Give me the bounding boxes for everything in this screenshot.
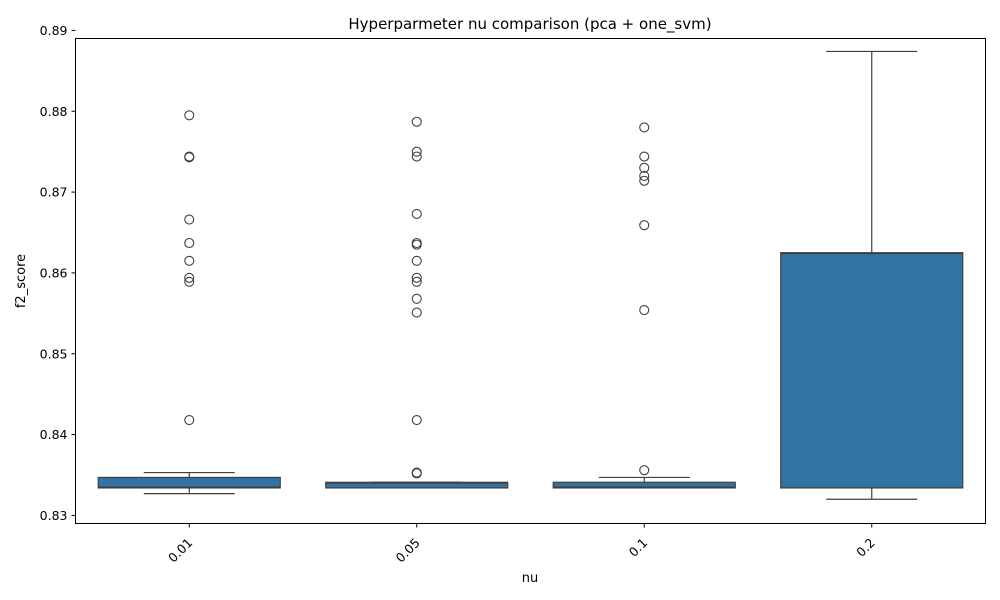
box-group [552, 122, 736, 489]
outlier-point [184, 152, 195, 163]
outlier-point [639, 465, 650, 476]
outlier-point [639, 151, 650, 162]
box-iqr [552, 481, 736, 489]
outlier-point [639, 220, 650, 231]
y-tick-label: 0.84 [40, 427, 68, 442]
chart-title: Hyperparmeter nu comparison (pca + one_s… [348, 15, 711, 34]
box-iqr [97, 476, 281, 489]
outlier-point [639, 175, 650, 186]
x-tick-label: 0.05 [393, 535, 423, 565]
x-tick-label: 0.01 [165, 535, 195, 565]
y-tick-label: 0.87 [40, 185, 68, 200]
plot-frame [75, 38, 986, 524]
box-group [780, 50, 964, 500]
box-iqr [780, 252, 964, 489]
outlier-point [411, 116, 422, 127]
box-group [325, 116, 509, 489]
outlier-point [411, 272, 422, 283]
outlier-point [639, 122, 650, 133]
y-tick-label: 0.86 [40, 265, 68, 280]
outlier-point [411, 307, 422, 318]
outlier-point [639, 170, 650, 181]
outlier-point [411, 414, 422, 426]
outlier-point [184, 276, 195, 287]
outlier-point [184, 255, 195, 266]
outlier-point [411, 255, 422, 266]
y-tick-label: 0.88 [40, 104, 68, 119]
outlier-point [411, 293, 422, 304]
y-tick-label: 0.89 [40, 23, 68, 38]
x-tick-label: 0.1 [626, 535, 651, 560]
outlier-point [639, 162, 650, 173]
box-group [97, 110, 281, 495]
outlier-point [411, 276, 422, 287]
outlier-point [184, 214, 195, 225]
outlier-point [184, 237, 195, 249]
outlier-point [411, 239, 422, 250]
outlier-point [411, 468, 422, 479]
x-tick-label: 0.2 [853, 535, 878, 560]
outlier-point [639, 305, 650, 316]
y-axis: 0.83 0.84 0.85 0.86 0.87 0.88 0.89 [40, 23, 76, 523]
outlier-point [411, 151, 422, 162]
outlier-point [411, 208, 422, 219]
outlier-point [184, 110, 195, 121]
outlier-point [411, 146, 422, 157]
outlier-point [184, 414, 195, 426]
y-tick-label: 0.83 [40, 508, 68, 523]
plot-area [97, 50, 964, 500]
y-axis-label: f2_score [14, 254, 29, 308]
box-iqr [325, 481, 509, 489]
outlier-point [184, 272, 195, 283]
x-axis: 0.01 0.05 0.1 0.2 [165, 523, 878, 565]
x-axis-label: nu [522, 571, 538, 586]
y-tick-label: 0.85 [40, 346, 68, 361]
